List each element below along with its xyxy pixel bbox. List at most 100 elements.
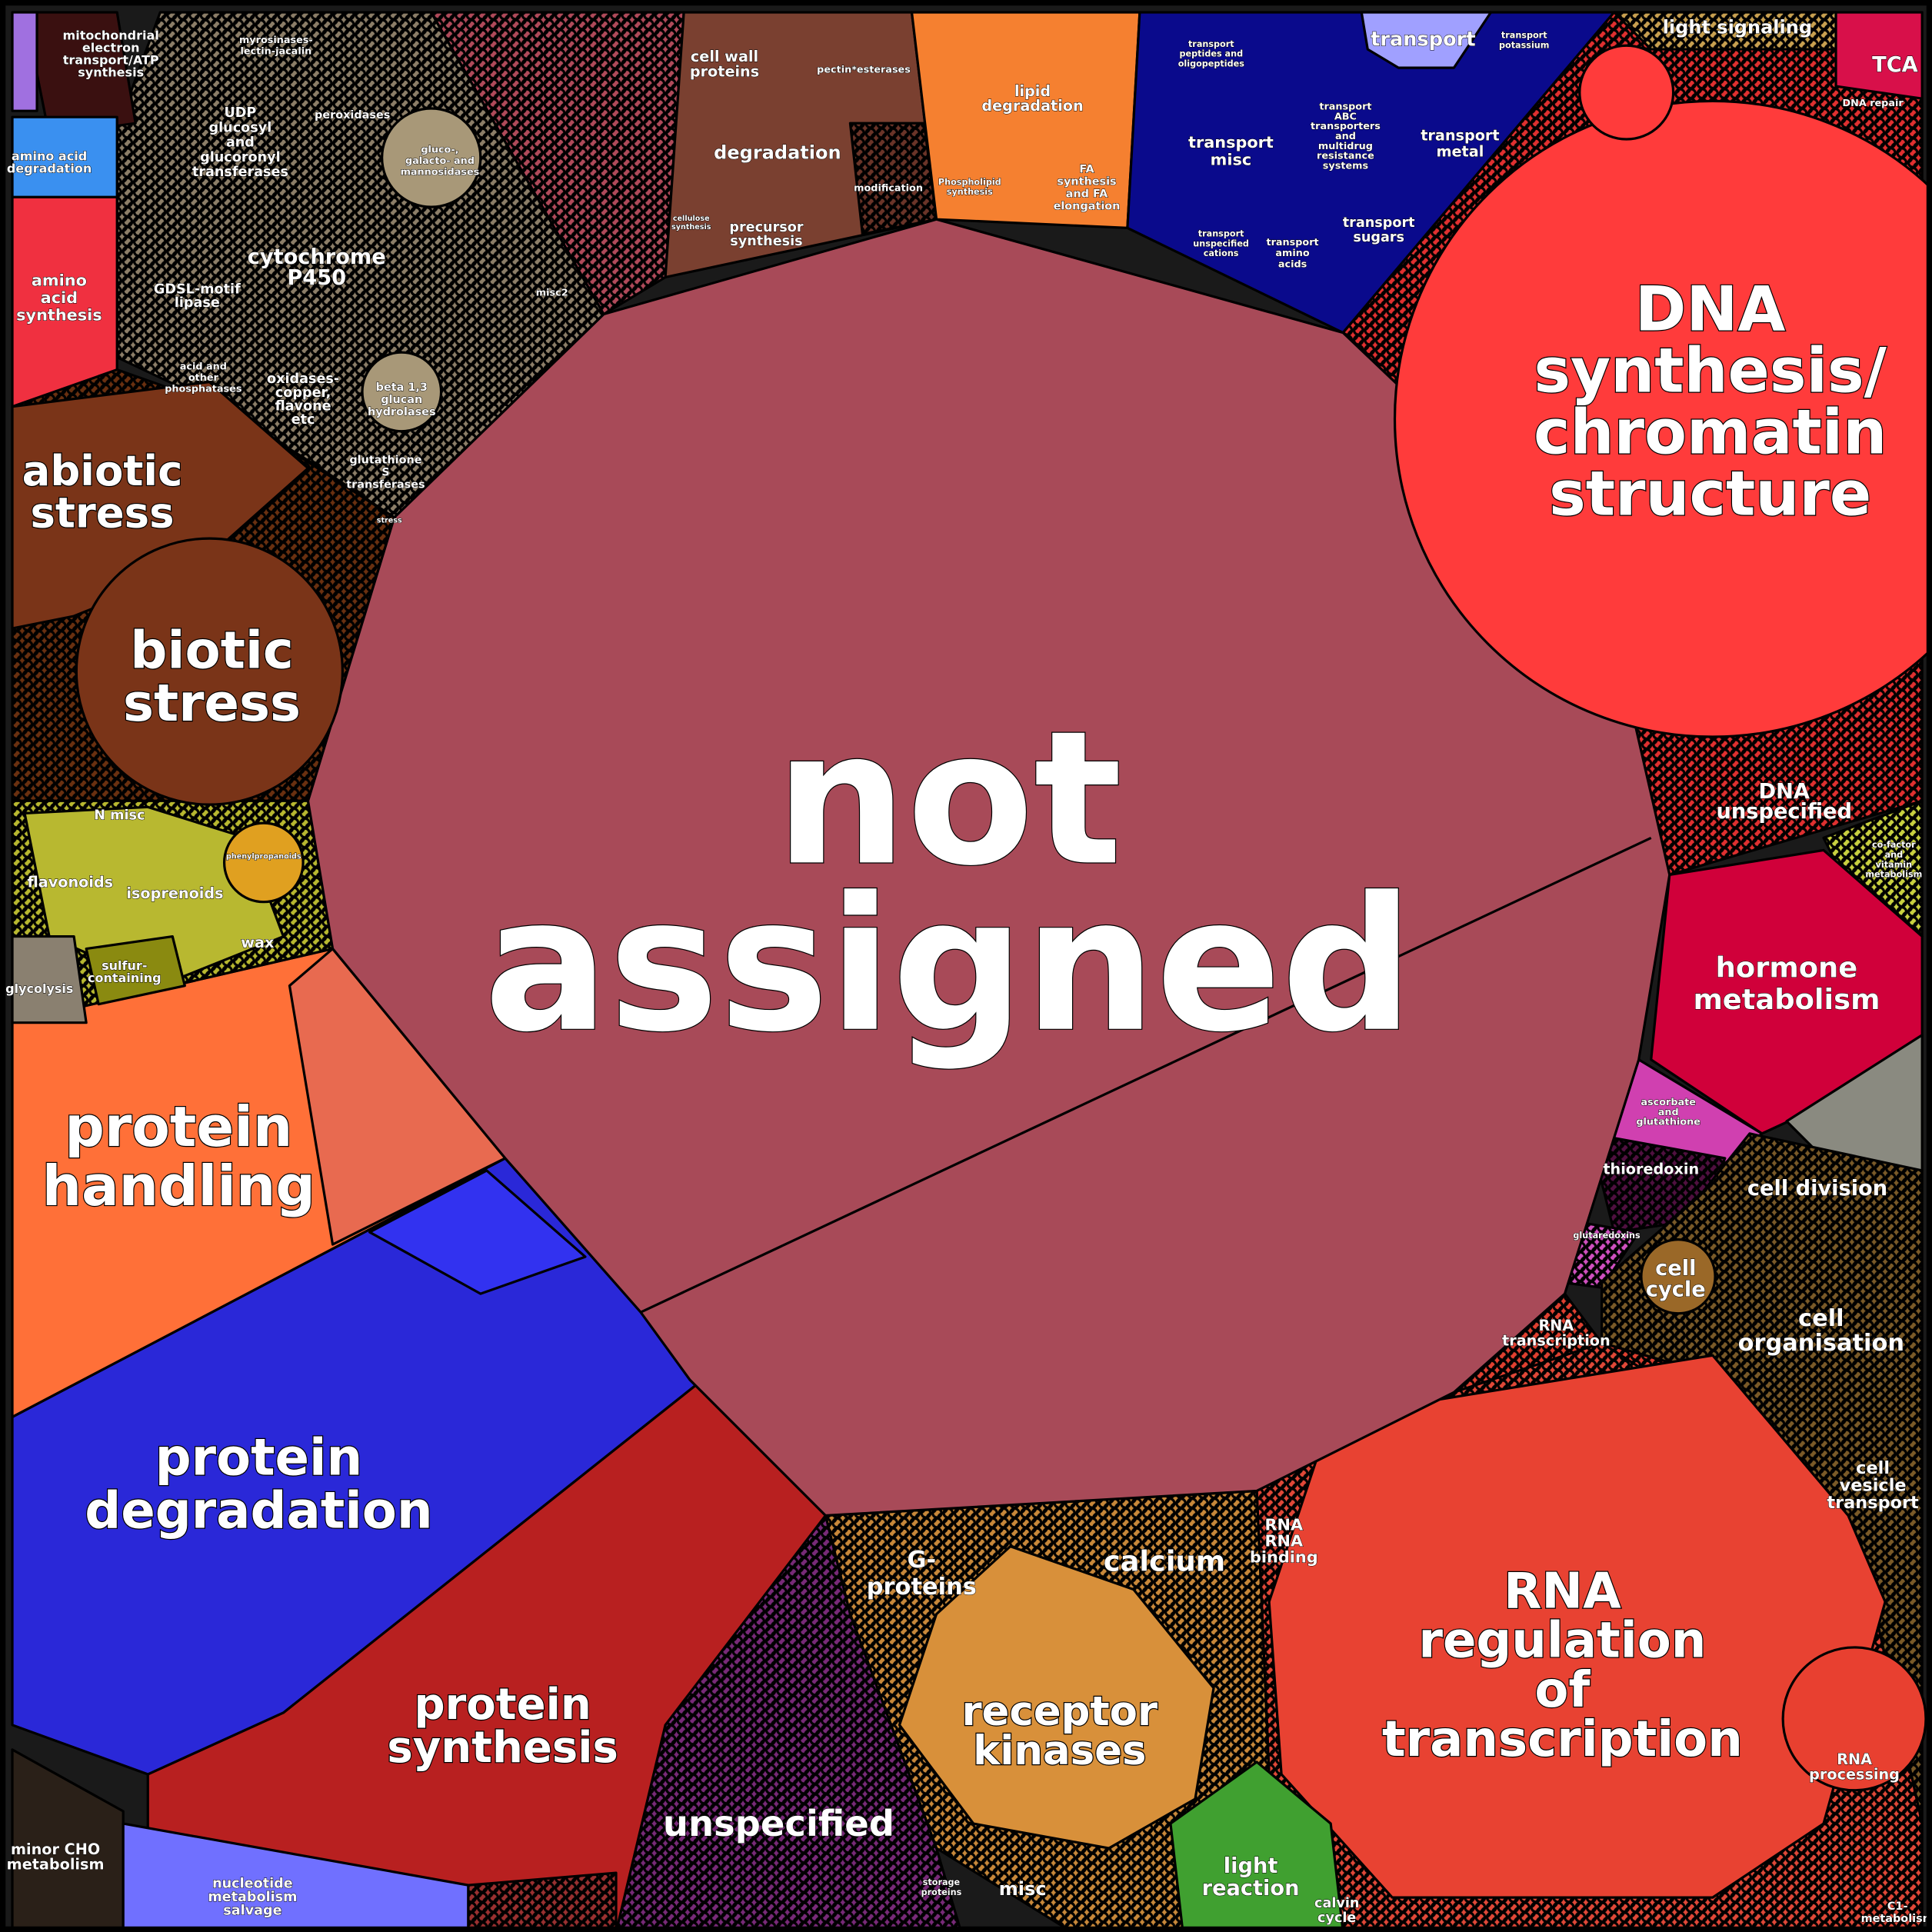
label-line: RNA xyxy=(1538,1317,1574,1334)
label-line: acids xyxy=(1278,259,1307,271)
label-line: modification xyxy=(854,182,923,194)
label-line: biotic xyxy=(130,620,294,680)
label-line: glucoronyl xyxy=(200,150,281,165)
label-line: protein xyxy=(155,1429,363,1487)
cell-label: cell cycle xyxy=(1646,1257,1706,1301)
label-line: unspecified xyxy=(1193,238,1249,248)
label-line: lectin-jacalin xyxy=(241,45,312,57)
cell-label: receptor kinases xyxy=(961,1688,1158,1774)
region-texture xyxy=(850,123,937,235)
cell-label: oxidases-copper, flavone etc xyxy=(267,371,339,428)
region xyxy=(1360,11,1493,69)
label-line: flavonoids xyxy=(28,873,114,891)
label-line: cations xyxy=(1204,248,1239,258)
label-line: RNA xyxy=(1837,1750,1872,1768)
label-line: hormone xyxy=(1716,951,1858,984)
cell-label: DNA synthesis/chromatin structure xyxy=(1534,273,1887,529)
label-line: synthesis xyxy=(671,223,711,232)
label-line: amino xyxy=(32,271,87,290)
label-line: oligopeptides xyxy=(1178,59,1245,69)
label-line: abiotic xyxy=(22,446,183,495)
label-line: beta 1,3 xyxy=(376,381,428,394)
label-line: thioredoxin xyxy=(1603,1161,1699,1178)
cell-label: isoprenoids xyxy=(126,884,223,902)
cell-label: transport peptides and oligopeptides xyxy=(1178,39,1245,69)
sub-region xyxy=(222,821,305,904)
cell-label: misc xyxy=(999,1878,1047,1900)
region xyxy=(11,934,88,1024)
cell-label: ascorbate and glutathione xyxy=(1636,1097,1700,1128)
label-line: S xyxy=(381,466,389,478)
cell-label: DNA unspecified xyxy=(1717,780,1852,824)
label-line: multidrug xyxy=(1318,141,1373,152)
label-line: degradation xyxy=(981,97,1083,115)
label-line: FA xyxy=(1079,163,1094,175)
cell-label: not assigned xyxy=(484,691,1414,1072)
cell-label: amino acid degradation xyxy=(7,148,92,175)
label-line: gluco-, xyxy=(421,145,458,156)
cell-label: RNA RNA binding xyxy=(1250,1516,1318,1567)
sub-region xyxy=(1394,99,1932,738)
label-line: of xyxy=(1534,1662,1591,1719)
cell-label: phenylpropanoids xyxy=(226,853,301,861)
cell-label: nucleotide metabolism salvage xyxy=(208,1876,297,1918)
label-line: lipid xyxy=(1014,82,1051,100)
cell-label: hormone metabolism xyxy=(1693,951,1880,1016)
label-line: degradation xyxy=(7,161,92,175)
label-line: storage xyxy=(923,1877,961,1887)
label-line: reaction xyxy=(1202,1877,1300,1900)
label-line: resistance xyxy=(1317,151,1374,162)
cell-label: N misc xyxy=(94,808,145,823)
label-line: transcription xyxy=(1502,1331,1611,1349)
label-line: UDP xyxy=(224,105,256,121)
region xyxy=(85,934,186,1006)
label-line: lipase xyxy=(175,295,220,311)
label-line: G- xyxy=(908,1547,937,1574)
label-line: amino acid xyxy=(12,148,87,163)
cell-label: biotic stress xyxy=(123,620,301,733)
label-line: glycolysis xyxy=(5,981,73,996)
label-line: peroxidases xyxy=(315,109,390,122)
label-line: processing xyxy=(1809,1765,1900,1783)
label-line: organisation xyxy=(1738,1330,1904,1357)
label-line: synthesis xyxy=(1057,175,1116,188)
label-line: handling xyxy=(42,1154,315,1219)
label-line: degradation xyxy=(714,142,841,164)
label-line: P450 xyxy=(287,266,346,290)
cell-label: pectin*esterases xyxy=(817,65,911,76)
sub-region xyxy=(381,107,482,208)
label-line: amino xyxy=(1275,248,1309,259)
label-line: containing xyxy=(88,971,162,985)
label-line: sulfur- xyxy=(102,958,147,973)
label-line: GDSL-motif xyxy=(154,281,241,297)
cell-label: transport misc xyxy=(1188,133,1274,168)
cell-label: TCA xyxy=(1872,53,1918,77)
cell-label: DNA repair xyxy=(1843,98,1904,109)
cell-label: mitochondrial electron transport/ATP synthe… xyxy=(63,28,159,79)
sub-region xyxy=(1578,44,1675,141)
label-line: synthesis xyxy=(387,1723,618,1773)
cell-label: transport sugars xyxy=(1343,215,1415,245)
cell-label: cell vesicle transport xyxy=(1827,1458,1919,1513)
label-line: cell wall xyxy=(691,48,758,65)
cell-label: peroxidases xyxy=(315,109,390,122)
cell-label: RNA regulation of transcription xyxy=(1382,1564,1743,1768)
cell-label: transport ABC transporters and multidrug resi… xyxy=(1311,102,1381,172)
label-line: acid and xyxy=(180,361,227,373)
label-line: glutaredoxins xyxy=(1573,1231,1641,1241)
region xyxy=(1169,1760,1344,1932)
label-line: glucosyl xyxy=(209,120,272,135)
cell-label: RNA processing xyxy=(1809,1750,1900,1783)
region xyxy=(11,1748,125,1932)
cell-label: thioredoxin xyxy=(1603,1161,1699,1178)
region xyxy=(368,1169,587,1295)
label-line: peptides and xyxy=(1180,49,1244,59)
label-line: RNA xyxy=(1265,1532,1304,1551)
label-line: cell xyxy=(1798,1305,1844,1332)
region xyxy=(1267,1354,1887,1899)
sub-region xyxy=(1781,1646,1927,1792)
label-line: galacto- and xyxy=(405,155,475,167)
label-line: copper, xyxy=(275,385,331,401)
